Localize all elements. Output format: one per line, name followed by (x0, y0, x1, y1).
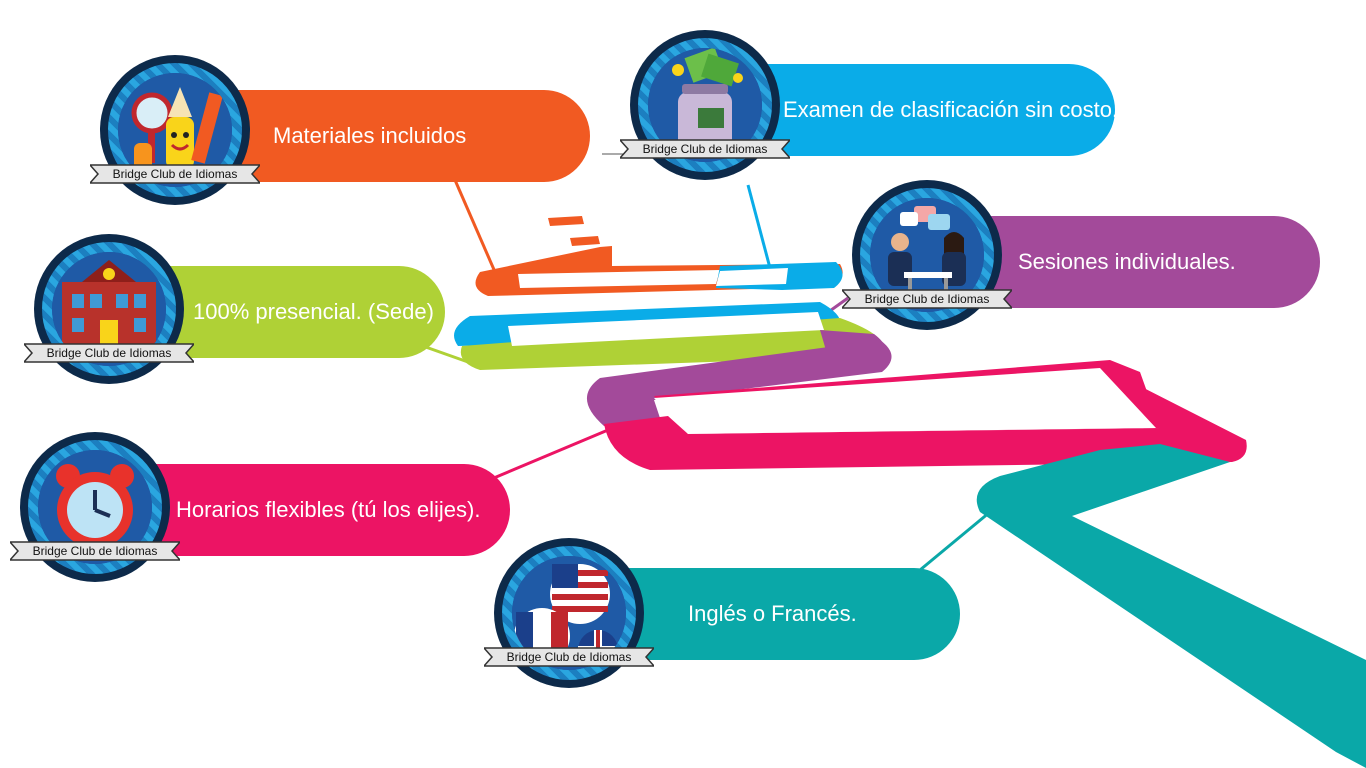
brand-ribbon: Bridge Club de Idiomas (90, 161, 260, 187)
loop-pink-big (604, 376, 1247, 470)
connector-blue (746, 184, 772, 269)
badge-schedule: Bridge Club de Idiomas (10, 432, 180, 582)
brand-label: Bridge Club de Idiomas (46, 346, 172, 360)
item-language-label: Inglés o Francés. (688, 601, 857, 626)
item-exam-pill: Examen de clasificación sin costo. (725, 64, 1119, 156)
badge-sessions: Bridge Club de Idiomas (842, 180, 1012, 330)
brand-ribbon: Bridge Club de Idiomas (620, 136, 790, 162)
connector-green (419, 343, 469, 364)
item-language-pill: Inglés o Francés. (610, 568, 960, 660)
brand-label: Bridge Club de Idiomas (506, 650, 632, 664)
brand-ribbon: Bridge Club de Idiomas (10, 538, 180, 564)
item-schedule-label: Horarios flexibles (tú los elijes). (176, 497, 481, 522)
orange-dash-1 (548, 216, 584, 226)
item-exam-label: Examen de clasificación sin costo. (783, 97, 1119, 122)
path-teal (976, 444, 1366, 768)
loop-blue-inner (716, 268, 788, 286)
badge-presencial: Bridge Club de Idiomas (24, 234, 194, 384)
item-materials-pill: Materiales incluidos (215, 90, 590, 182)
brand-label: Bridge Club de Idiomas (112, 167, 238, 181)
brand-ribbon: Bridge Club de Idiomas (484, 644, 654, 670)
brand-label: Bridge Club de Idiomas (32, 544, 158, 558)
item-materials-label: Materiales incluidos (273, 123, 467, 148)
badge-exam: Bridge Club de Idiomas (620, 30, 790, 180)
item-sessions-pill: Sesiones individuales. (958, 216, 1320, 308)
loop-purple-big (586, 340, 892, 442)
loop-orange-inner (518, 270, 720, 288)
loop-pink-inner (654, 368, 1156, 434)
brand-label: Bridge Club de Idiomas (642, 142, 768, 156)
item-presencial-label: 100% presencial. (Sede) (193, 299, 434, 324)
connector-teal (919, 510, 991, 572)
item-presencial-pill: 100% presencial. (Sede) (145, 266, 445, 358)
loop-green-white (508, 312, 824, 346)
badge-materials: Bridge Club de Idiomas (90, 55, 260, 205)
connector-orange (453, 179, 497, 273)
item-sessions-label: Sesiones individuales. (1018, 249, 1236, 274)
item-schedule-pill: Horarios flexibles (tú los elijes). (140, 464, 510, 556)
brand-ribbon: Bridge Club de Idiomas (24, 340, 194, 366)
badge-language: Bridge Club de Idiomas (484, 538, 654, 688)
brand-label: Bridge Club de Idiomas (864, 292, 990, 306)
orange-dash-2 (570, 236, 600, 246)
brand-ribbon: Bridge Club de Idiomas (842, 286, 1012, 312)
